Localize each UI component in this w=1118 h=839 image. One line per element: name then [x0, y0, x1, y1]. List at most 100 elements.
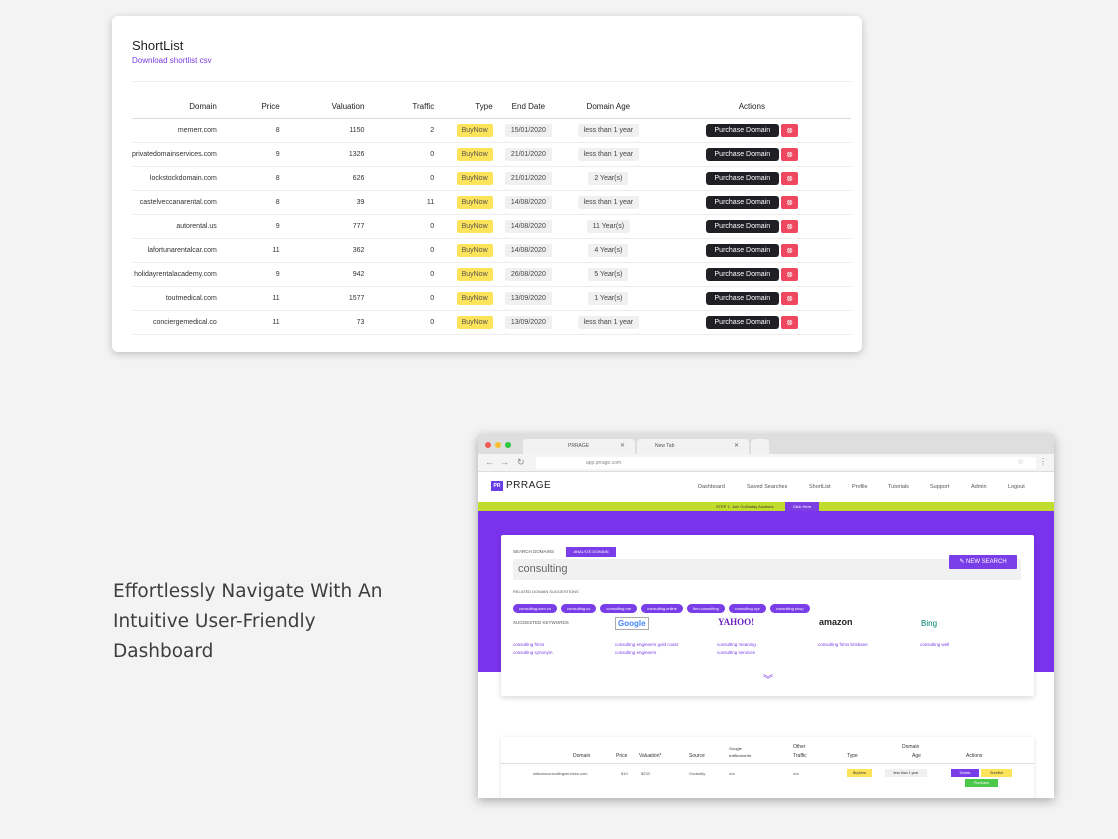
keyword-link[interactable]: consulting engineers — [615, 650, 657, 655]
purchase-domain-button[interactable]: Purchase Domain — [705, 243, 780, 257]
purchase-button[interactable]: Purchase — [965, 779, 998, 787]
new-search-button[interactable]: ✎ NEW SEARCH — [949, 555, 1017, 569]
row-type-cell: BuyNow — [434, 238, 493, 263]
close-dot-icon — [485, 442, 491, 448]
suggestion-chip[interactable]: consulting.xyz — [728, 604, 766, 613]
remove-icon[interactable]: ⊗ — [781, 219, 799, 233]
keyword-link[interactable]: consulting synonym — [513, 650, 553, 655]
row-traffic: 11 — [364, 190, 435, 215]
edit-icon: ✎ — [959, 559, 965, 565]
purchase-domain-button[interactable]: Purchase Domain — [705, 267, 780, 281]
logo-badge: PR — [491, 481, 503, 491]
buy-now-badge: BuyNow — [456, 243, 493, 257]
purchase-domain-button[interactable]: Purchase Domain — [705, 147, 780, 161]
browser-tab-strip: PRRAGE ✕ New Tab ✕ — [478, 434, 1054, 454]
shortlist-row: toutmedical.com 11 1577 0 BuyNow 13/09/2020 1 … — [132, 286, 851, 311]
purchase-domain-button[interactable]: Purchase Domain — [705, 123, 780, 137]
close-icon[interactable]: ✕ — [733, 443, 739, 449]
new-tab-button[interactable] — [751, 439, 769, 454]
results-col-price: Price — [616, 753, 628, 759]
row-type-cell: BuyNow — [434, 118, 493, 143]
back-icon[interactable]: ← — [485, 457, 494, 467]
nav-admin[interactable]: Admin — [971, 484, 987, 490]
purchase-domain-button[interactable]: Purchase Domain — [705, 219, 780, 233]
results-domain: wilsonsconsultingservices.com — [533, 771, 588, 776]
row-end-date-cell: 15/01/2020 — [492, 118, 565, 143]
nav-shortlist[interactable]: ShortList — [809, 484, 831, 490]
remove-icon[interactable]: ⊗ — [781, 315, 799, 329]
details-button[interactable]: Details — [951, 769, 979, 777]
forward-icon[interactable]: → — [500, 457, 509, 467]
buy-now-badge: BuyNow — [456, 219, 493, 233]
keyword-link[interactable]: consulting firms — [513, 642, 545, 647]
end-date-badge: 13/09/2020 — [504, 315, 552, 329]
row-valuation: 1150 — [279, 118, 365, 143]
nav-profile[interactable]: Profile — [852, 484, 868, 490]
double-chevron-down-icon[interactable]: ︾ — [763, 675, 773, 686]
yahoo-logo: YAHOO! — [718, 617, 755, 627]
purchase-domain-button[interactable]: Purchase Domain — [705, 195, 780, 209]
nav-support[interactable]: Support — [930, 484, 950, 490]
nav-tutorials[interactable]: Tutorials — [888, 484, 909, 490]
nav-logout[interactable]: Logout — [1008, 484, 1025, 490]
close-icon[interactable]: ✕ — [619, 443, 625, 449]
tab-prrage[interactable]: PRRAGE ✕ — [523, 439, 635, 454]
results-col-google-sub: traffic/month — [729, 753, 751, 758]
row-valuation: 942 — [279, 262, 365, 287]
suggestion-chip[interactable]: consulting.online — [641, 604, 683, 613]
kebab-menu-icon[interactable]: ⋮ — [1039, 457, 1047, 466]
suggestion-chip[interactable]: firm.consulting — [686, 604, 725, 613]
download-csv-link[interactable]: Download shortlist csv — [132, 56, 212, 65]
remove-icon[interactable]: ⊗ — [781, 291, 799, 305]
row-type-cell: BuyNow — [434, 310, 493, 335]
buy-now-badge: BuyNow — [456, 195, 493, 209]
results-col-age: Domain — [902, 744, 920, 750]
search-input[interactable]: consulting — [513, 559, 1021, 580]
nav-dashboard[interactable]: Dashboard — [698, 484, 725, 490]
keyword-link[interactable]: consulting well — [920, 642, 950, 647]
purchase-domain-button[interactable]: Purchase Domain — [705, 291, 780, 305]
shortlist-row: lockstockdomain.com 8 626 0 BuyNow 21/01/2020… — [132, 166, 851, 191]
keyword-link[interactable]: consulting firms brisbane — [818, 642, 868, 647]
row-price: 9 — [216, 262, 280, 287]
search-domains-label[interactable]: SEARCH DOMAINS — [513, 549, 555, 554]
reload-icon[interactable]: ↻ — [517, 457, 525, 467]
row-actions: Purchase Domain ⊗ — [652, 286, 851, 311]
amazon-logo: amazon — [819, 617, 853, 627]
bookmark-star-icon[interactable]: ☆ — [1017, 457, 1025, 466]
row-end-date-cell: 13/09/2020 — [492, 310, 565, 335]
purchase-domain-button[interactable]: Purchase Domain — [705, 171, 780, 185]
keyword-link[interactable]: consulting meaning — [717, 642, 756, 647]
buy-now-badge: BuyNow — [456, 315, 493, 329]
keyword-link[interactable]: consulting services — [717, 650, 756, 655]
suggestion-chip[interactable]: consulting.shop — [769, 604, 810, 613]
remove-icon[interactable]: ⊗ — [781, 171, 799, 185]
row-type-cell: BuyNow — [434, 214, 493, 239]
suggestion-chip[interactable]: consulting.co — [561, 604, 597, 613]
tab-new[interactable]: New Tab ✕ — [637, 439, 749, 454]
shortlist-button[interactable]: Shortlist — [981, 769, 1012, 777]
remove-icon[interactable]: ⊗ — [781, 195, 799, 209]
minimize-dot-icon — [495, 442, 501, 448]
suggestion-chip[interactable]: consulting.me — [600, 604, 638, 613]
remove-icon[interactable]: ⊗ — [781, 123, 799, 137]
nav-saved-searches[interactable]: Saved Searches — [747, 484, 788, 490]
google-logo: Google — [615, 617, 649, 630]
feature-line-1: Effortlessly Navigate With An — [113, 581, 383, 602]
remove-icon[interactable]: ⊗ — [781, 243, 799, 257]
remove-icon[interactable]: ⊗ — [781, 267, 799, 281]
analyze-domain-tab[interactable]: ANALYZE DOMAIN — [566, 547, 616, 557]
row-age-cell: 5 Year(s) — [564, 262, 653, 287]
suggestion-chip[interactable]: consulting.com.co — [513, 604, 558, 613]
banner-click-here-button[interactable]: Click Here — [785, 502, 819, 511]
remove-icon[interactable]: ⊗ — [781, 147, 799, 161]
row-price: 11 — [216, 310, 280, 335]
address-bar[interactable]: app.prrage.com — [536, 457, 1036, 469]
end-date-badge: 14/08/2020 — [504, 195, 552, 209]
row-valuation: 39 — [279, 190, 365, 215]
row-price: 9 — [216, 142, 280, 167]
keyword-link[interactable]: consulting engineers gold coast — [615, 642, 679, 647]
row-price: 8 — [216, 118, 280, 143]
row-valuation: 73 — [279, 310, 365, 335]
purchase-domain-button[interactable]: Purchase Domain — [705, 315, 780, 329]
